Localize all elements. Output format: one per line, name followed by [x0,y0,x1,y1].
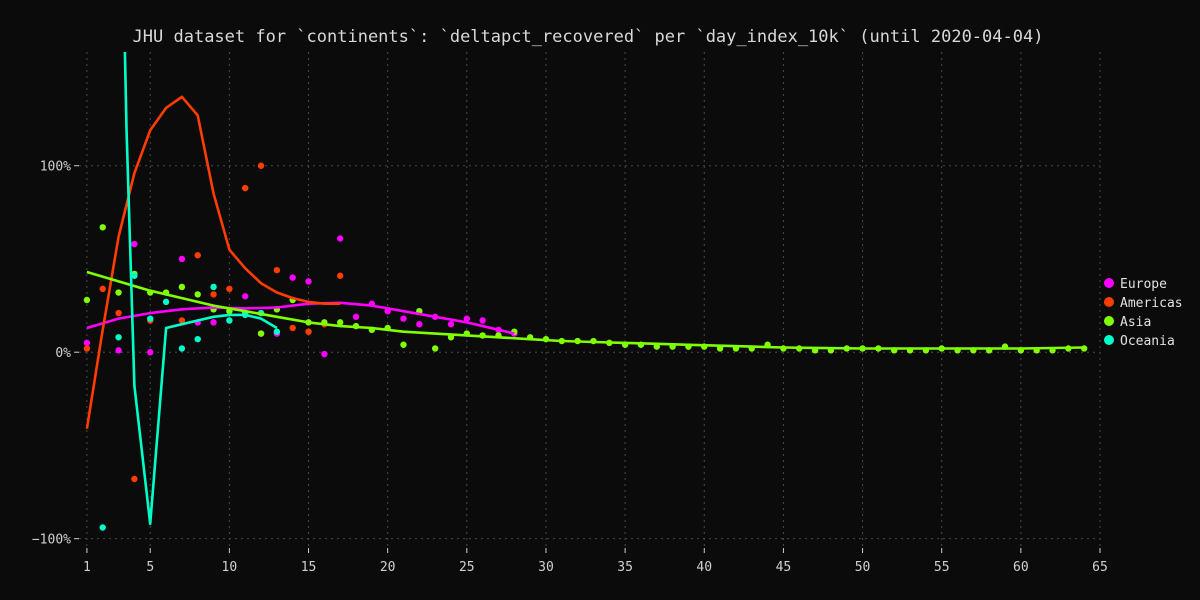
oceania-trend-line [123,52,278,526]
europe-point [305,278,312,285]
europe-point [242,293,249,300]
asia-point [99,224,106,231]
americas-point [305,328,312,335]
americas-point [210,291,217,298]
legend-label-europe: Europe [1120,277,1167,292]
x-tick-label: 25 [459,560,475,575]
americas-point [289,324,296,332]
oceania-point [147,315,154,322]
europe-point [479,317,486,324]
legend: Europe Americas Asia Oceania [1104,277,1183,349]
x-tick-label: 10 [222,560,238,575]
x-tick-label: 15 [301,560,317,575]
x-tick-label: 45 [776,560,792,575]
chart-title: JHU dataset for `continents`: `deltapct_… [133,27,1044,47]
europe-point [147,349,154,356]
y-tick-label: 100% [40,160,71,175]
europe-point [463,315,471,322]
asia-point [431,345,439,352]
asia-point [400,341,407,348]
europe-point [115,347,122,354]
americas-point [194,252,201,259]
europe-point [321,350,328,358]
x-tick-label: 30 [538,560,554,575]
asia-point [194,291,201,298]
americas-point [99,285,106,293]
americas-point [336,272,344,279]
legend-label-asia: Asia [1120,315,1151,330]
x-tick-label: 35 [617,560,633,575]
americas-point [226,285,233,293]
y-tick-label: −100% [32,533,71,548]
europe-point [289,274,296,281]
americas-point [131,475,138,483]
legend-marker-europe [1104,278,1114,288]
oceania-point [131,272,138,279]
europe-point [210,319,217,326]
europe-point [83,339,91,347]
x-tick-label: 55 [934,560,950,575]
asia-trend-line [86,270,1085,350]
americas-point [273,266,281,274]
europe-point [400,315,407,322]
europe-trend-line [86,301,515,335]
asia-point [115,289,122,296]
oceania-point [226,317,233,324]
oceania-point [273,328,281,335]
europe-point [131,240,138,248]
europe-point [178,255,186,263]
legend-marker-asia [1104,316,1114,326]
x-tick-label: 20 [380,560,396,575]
asia-point [336,319,344,326]
americas-point [178,317,186,324]
americas-trend-line [85,95,341,429]
europe-point [447,321,455,328]
europe-point [352,313,360,320]
x-tick-label: 60 [1013,560,1029,575]
grid [79,52,1101,548]
oceania-point [162,298,170,306]
x-tick-label: 5 [146,560,154,575]
europe-point [336,235,344,242]
europe-point [416,321,423,328]
x-tick-label: 65 [1092,560,1108,575]
oceania-point [194,335,201,343]
oceania-point [210,283,217,291]
asia-point [83,296,91,304]
x-tick-label: 40 [696,560,712,575]
asia-point [257,330,265,337]
americas-point [257,162,265,169]
plot-area [83,52,1088,531]
americas-point [242,184,249,192]
legend-label-oceania: Oceania [1120,334,1175,349]
legend-label-americas: Americas [1120,296,1183,311]
axes: 1 5 10 15 20 25 30 35 40 45 50 55 60 65−100%0%100% [32,160,1108,575]
asia-point [178,283,186,291]
americas-point [83,345,91,352]
americas-point [115,309,122,317]
oceania-point [178,345,186,352]
oceania-point [99,524,106,531]
legend-marker-oceania [1104,335,1114,345]
x-tick-label: 1 [83,560,91,575]
legend-marker-americas [1104,297,1114,307]
oceania-point [115,334,122,341]
y-tick-label: 0% [55,346,71,361]
x-tick-label: 50 [855,560,871,575]
